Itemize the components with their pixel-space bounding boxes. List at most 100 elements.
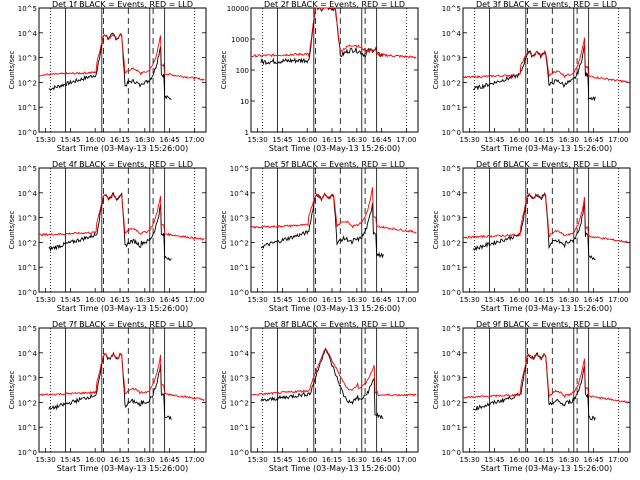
x-tick-label: 15:45 (272, 456, 292, 464)
y-tick-label: 10^4 (18, 350, 38, 358)
x-tick-label: 15:30 (460, 296, 480, 304)
series-lld-red (38, 353, 205, 402)
x-tick-label: 16:45 (372, 296, 392, 304)
y-tick-label: 10^2 (442, 239, 461, 247)
y-tick-label: 10^4 (442, 190, 462, 198)
x-tick-label: 16:15 (322, 456, 342, 464)
series-events-black (472, 44, 596, 102)
x-tick-label: 15:30 (248, 136, 268, 144)
x-tick-label: 16:30 (559, 296, 579, 304)
x-tick-label: 17:00 (608, 136, 628, 144)
y-tick-label: 10^0 (230, 449, 249, 457)
x-tick-label: 15:45 (272, 296, 292, 304)
x-tick-label: 16:30 (559, 456, 579, 464)
x-tick-label: 15:45 (484, 136, 504, 144)
x-tick-label: 16:00 (85, 456, 105, 464)
x-tick-label: 16:45 (584, 136, 604, 144)
y-axis-label: Counts/sec (432, 51, 440, 90)
y-tick-label: 10^5 (18, 165, 37, 173)
y-tick-label: 10 (240, 98, 249, 106)
y-tick-label: 10^5 (18, 325, 37, 333)
y-tick-label: 10^3 (18, 215, 37, 223)
plot-frame (38, 7, 207, 133)
y-tick-label: 10^2 (442, 79, 461, 87)
x-tick-label: 15:45 (60, 136, 80, 144)
y-tick-label: 10^2 (230, 239, 249, 247)
series-lld-red (250, 347, 417, 397)
plot-frame (38, 167, 207, 293)
y-tick-label: 10^3 (18, 375, 37, 383)
x-tick-label: 16:45 (372, 456, 392, 464)
x-tick-label: 17:00 (396, 296, 416, 304)
panel-title: Det 9f BLACK = Events, RED = LLD (476, 320, 617, 329)
x-axis-label: Start Time (03-May-13 15:26:00) (481, 464, 612, 473)
x-tick-label: 15:30 (460, 456, 480, 464)
x-tick-label: 16:00 (85, 136, 105, 144)
panel-title: Det 3f BLACK = Events, RED = LLD (476, 0, 617, 9)
y-tick-label: 10^1 (442, 424, 461, 432)
x-tick-label: 16:45 (584, 296, 604, 304)
series-events-black (260, 7, 384, 66)
y-tick-label: 100 (236, 67, 249, 75)
x-axis-label: Start Time (03-May-13 15:26:00) (269, 304, 400, 313)
panel-title: Det 5f BLACK = Events, RED = LLD (264, 160, 405, 169)
plot-frame (250, 167, 419, 293)
y-tick-label: 10^2 (442, 399, 461, 407)
y-tick-label: 10^2 (230, 399, 249, 407)
x-axis-label: Start Time (03-May-13 15:26:00) (269, 464, 400, 473)
y-tick-label: 10^3 (18, 55, 37, 63)
series-lld-red (462, 37, 629, 84)
x-tick-label: 16:00 (509, 296, 529, 304)
x-axis-label: Start Time (03-May-13 15:26:00) (57, 464, 188, 473)
y-tick-label: 10^1 (230, 424, 249, 432)
x-tick-label: 15:45 (60, 456, 80, 464)
panel-title: Det 7f BLACK = Events, RED = LLD (52, 320, 193, 329)
x-tick-label: 16:15 (534, 456, 554, 464)
x-tick-label: 17:00 (184, 136, 204, 144)
series-lld-red (38, 33, 205, 82)
x-tick-label: 16:15 (534, 296, 554, 304)
y-tick-label: 10^3 (230, 215, 249, 223)
y-tick-label: 10^5 (442, 5, 461, 13)
y-tick-label: 10^2 (18, 79, 37, 87)
x-tick-label: 17:00 (184, 456, 204, 464)
y-tick-label: 10^1 (230, 264, 249, 272)
series-lld-red (250, 7, 417, 59)
series-events-black (472, 352, 596, 422)
x-axis-label: Start Time (03-May-13 15:26:00) (481, 144, 612, 153)
plot-frame (462, 7, 631, 133)
x-tick-label: 16:30 (347, 136, 367, 144)
x-tick-label: 16:15 (110, 136, 130, 144)
panel-title: Det 2f BLACK = Events, RED = LLD (264, 0, 405, 9)
y-axis-label: Counts/sec (8, 51, 16, 90)
y-tick-label: 10^5 (442, 165, 461, 173)
y-tick-label: 10^5 (442, 325, 461, 333)
x-axis-label: Start Time (03-May-13 15:26:00) (481, 304, 612, 313)
y-tick-label: 10^1 (442, 104, 461, 112)
x-tick-label: 16:00 (297, 296, 317, 304)
series-events-black (260, 349, 384, 420)
plot-frame (250, 7, 419, 133)
y-tick-label: 10^2 (18, 239, 37, 247)
y-tick-label: 10^0 (442, 449, 461, 457)
x-tick-label: 15:30 (36, 296, 56, 304)
y-tick-label: 10^4 (442, 30, 462, 38)
y-tick-label: 10^0 (18, 129, 37, 137)
x-tick-label: 15:45 (272, 136, 292, 144)
plot-frame (462, 167, 631, 293)
y-axis-label: Counts/sec (8, 211, 16, 250)
x-tick-label: 17:00 (396, 136, 416, 144)
x-tick-label: 15:45 (484, 456, 504, 464)
detector-panel-1: Det 1f BLACK = Events, RED = LLD 10^0 10^1… (8, 0, 207, 153)
y-tick-label: 10^4 (230, 190, 250, 198)
y-tick-label: 10^4 (18, 30, 38, 38)
x-tick-label: 16:30 (135, 456, 155, 464)
y-tick-label: 10^0 (18, 449, 37, 457)
y-tick-label: 10^1 (442, 264, 461, 272)
y-tick-label: 10^1 (18, 424, 37, 432)
y-tick-label: 10^4 (442, 350, 462, 358)
x-tick-label: 16:45 (160, 296, 180, 304)
detector-panel-8: Det 8f BLACK = Events, RED = LLD 10^0 10^1… (220, 320, 419, 473)
x-tick-label: 16:30 (347, 456, 367, 464)
